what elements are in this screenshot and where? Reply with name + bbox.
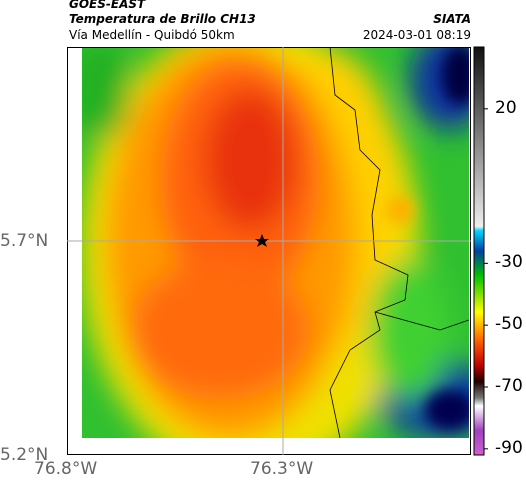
x-tick-label: 76.8°W [34, 459, 98, 479]
brightness-temperature-field [82, 47, 469, 438]
route-label: Vía Medellín - Quibdó 50km [69, 28, 235, 42]
y-tick-label: 5.2°N [0, 445, 49, 465]
colorbar-tick-label: -50 [495, 314, 523, 335]
x-tick-label: 76.3°W [250, 459, 314, 479]
colorbar [473, 46, 485, 456]
satellite-title: GOES-EAST [69, 0, 146, 11]
y-tick-label: 5.7°N [0, 231, 49, 251]
colorbar-tick-label: 20 [495, 97, 517, 118]
colorbar-tick-label: -90 [495, 437, 523, 458]
timestamp: 2024-03-01 08:19 [362, 28, 471, 42]
product-title: Temperatura de Brillo CH13 [69, 12, 256, 26]
source-label: SIATA [433, 12, 471, 26]
colorbar-tick-label: -70 [495, 376, 523, 396]
location-marker [255, 234, 269, 247]
colorbar-tick-label: -30 [495, 252, 523, 273]
